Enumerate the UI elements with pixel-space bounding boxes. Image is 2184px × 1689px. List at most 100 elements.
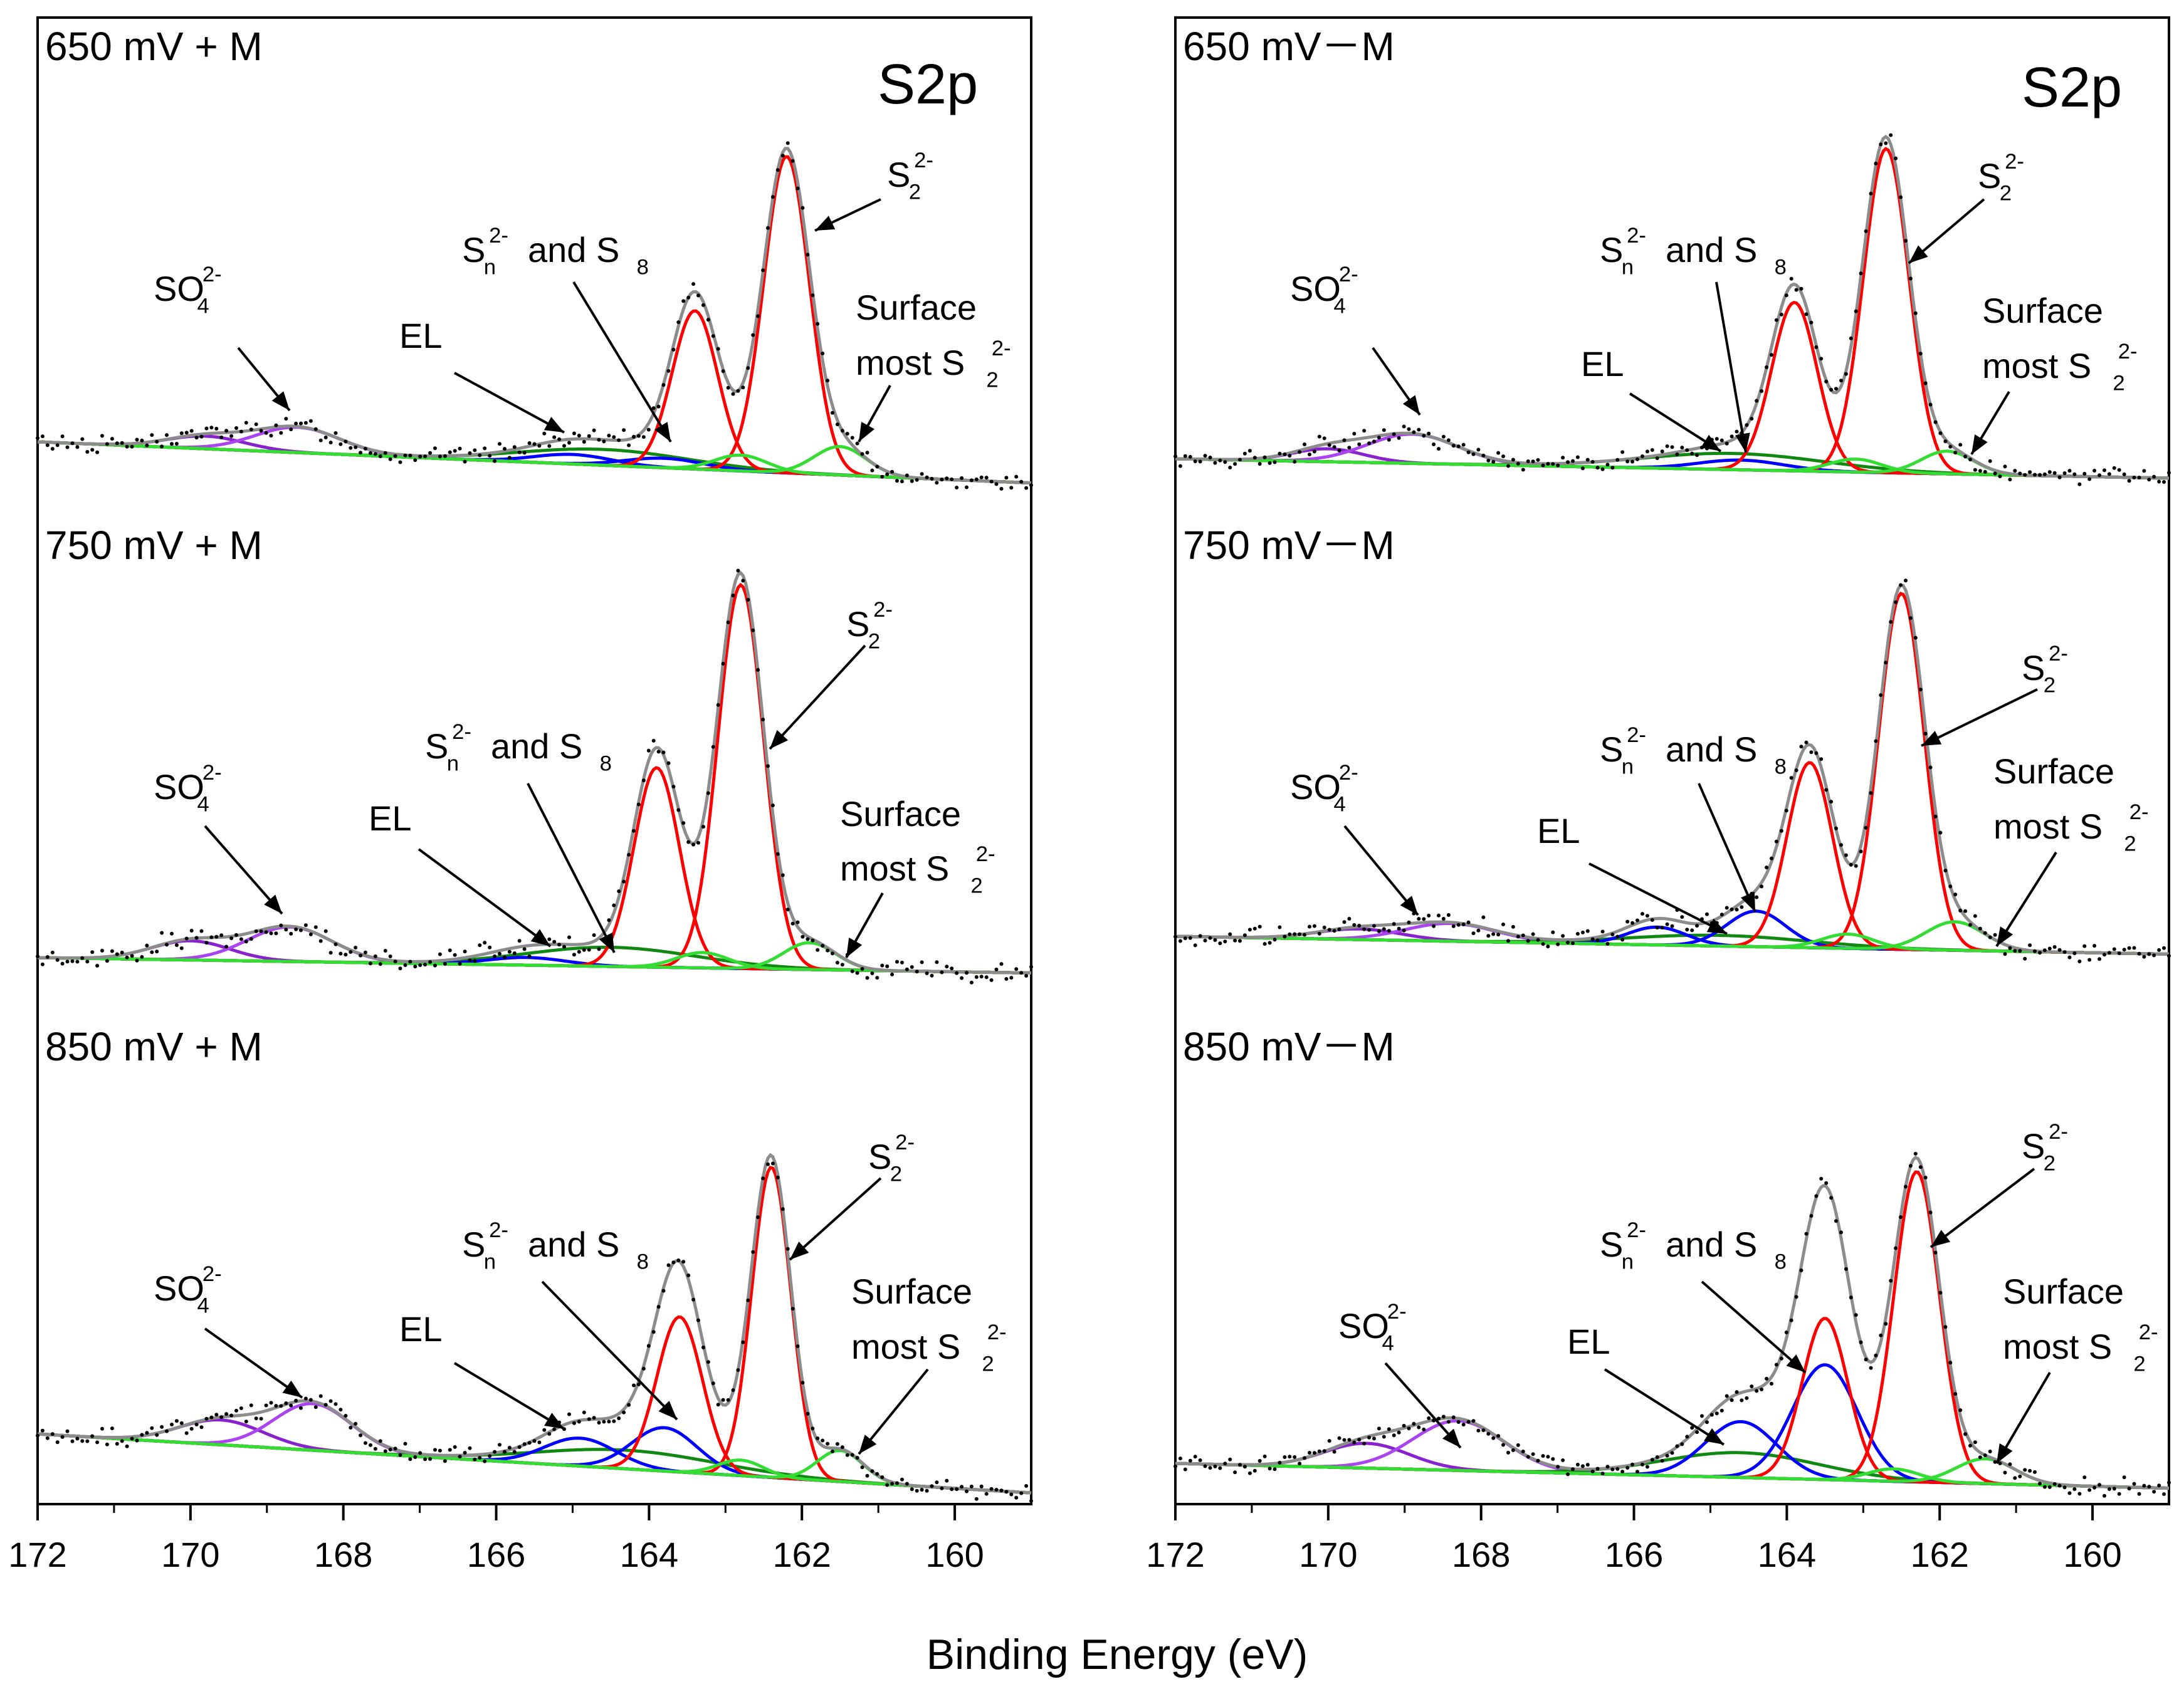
data-point [1506,464,1510,468]
data-point [1178,464,1182,468]
data-point [775,852,780,856]
data-point [463,459,467,464]
data-point [1526,939,1530,943]
data-point [354,946,358,949]
data-point [1208,1466,1212,1470]
data-point [1531,1452,1535,1456]
data-point [507,949,512,954]
data-point [1580,1464,1585,1468]
label-so4-text: SO [154,767,204,807]
data-point [1556,1465,1560,1469]
data-point [2008,946,2012,950]
data-point [1332,1450,1336,1454]
data-point [920,1488,924,1492]
data-point [636,434,641,438]
data-point [483,1459,487,1463]
data-point [184,431,189,435]
data-point [90,950,95,954]
data-point [2147,1485,2151,1489]
data-point [1233,1470,1237,1475]
data-point [1963,909,1968,913]
data-point [45,1436,50,1440]
data-point [234,1408,238,1413]
data-point [1670,1451,1674,1455]
label-most-s2-sub: 2 [2133,1352,2145,1376]
data-point [1536,938,1540,942]
x-tick-label: 166 [467,1535,525,1574]
data-point [542,431,547,436]
data-point [572,1421,576,1425]
data-point [1337,448,1341,452]
data-point [284,1401,288,1405]
data-point [756,1215,760,1220]
label-and-s8: and S 8 [1666,729,1787,779]
data-point [577,1420,581,1424]
data-point [671,347,676,352]
envelope-fit [38,570,1032,975]
data-point [90,447,95,452]
label-sn: S 2- n [1600,224,1646,279]
data-point [2042,948,2047,953]
data-point [945,965,949,969]
data-point [875,464,879,469]
data-point [1417,1425,1421,1430]
data-point [120,950,124,954]
data-point [711,334,715,338]
data-point [294,421,298,426]
data-point [795,920,800,924]
data-point [373,954,377,958]
data-point [537,444,542,448]
data-point [1521,1450,1525,1453]
data-point [453,1445,457,1449]
label-s2-sub: 2 [2000,182,2012,206]
data-point [1735,429,1739,434]
data-point [1377,1426,1381,1431]
data-point [194,936,199,940]
data-point [592,933,596,938]
data-point [1660,449,1664,454]
data-point [2018,949,2022,953]
data-point [1466,920,1471,924]
data-point [1367,1435,1372,1440]
data-point [333,942,338,946]
data-point [1913,1151,1918,1156]
data-point [1645,449,1649,454]
data-point [1938,431,1943,436]
data-point [90,1434,95,1438]
data-point [1422,917,1426,921]
data-point [979,975,984,979]
data-point [339,951,343,956]
data-point [602,439,606,444]
data-point [1585,929,1590,933]
data-point [1874,739,1878,743]
data-point [2067,1491,2072,1495]
data-point [681,1260,686,1264]
data-point [1357,924,1362,928]
arrow-surface-head [1971,434,1988,454]
data-point [979,1484,984,1488]
data-point [1303,1456,1306,1460]
x-tick-label: 166 [1605,1535,1663,1574]
data-point [1571,459,1575,463]
data-point [1849,862,1853,867]
data-point [870,468,874,473]
label-so4-text: SO [154,1268,204,1308]
data-point [428,960,433,964]
data-point [125,1444,129,1448]
data-point [646,427,651,432]
data-point [999,486,1004,491]
data-point [1719,912,1724,917]
data-point [965,971,969,975]
data-point [214,427,219,431]
label-el: EL [1537,811,1580,850]
data-point [1938,830,1943,835]
data-point [1725,906,1729,910]
data-point [2132,476,2136,479]
data-point [2082,1475,2087,1480]
data-point [1879,1333,1883,1337]
data-point [135,958,139,963]
data-point [1456,923,1461,927]
data-point [1278,1460,1282,1465]
data-point [1501,1443,1505,1447]
